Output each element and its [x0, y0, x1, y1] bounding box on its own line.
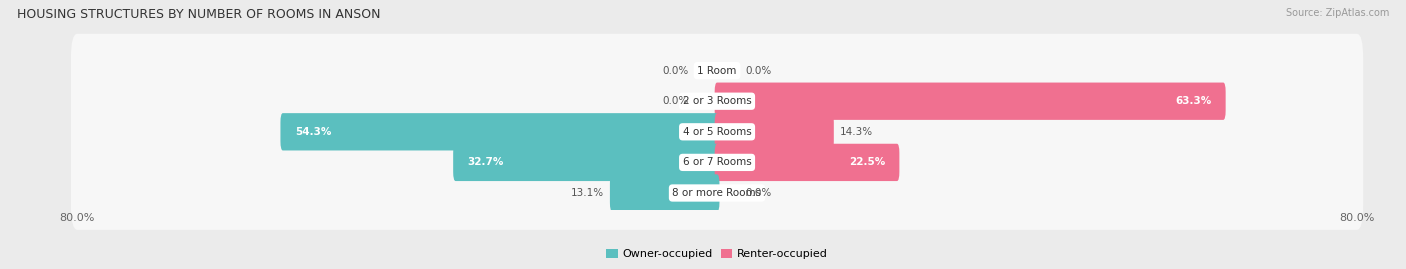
FancyBboxPatch shape — [70, 34, 1364, 108]
Text: 6 or 7 Rooms: 6 or 7 Rooms — [683, 157, 751, 167]
FancyBboxPatch shape — [714, 144, 900, 181]
Text: 2 or 3 Rooms: 2 or 3 Rooms — [683, 96, 751, 106]
FancyBboxPatch shape — [70, 64, 1364, 138]
Text: HOUSING STRUCTURES BY NUMBER OF ROOMS IN ANSON: HOUSING STRUCTURES BY NUMBER OF ROOMS IN… — [17, 8, 381, 21]
Text: 4 or 5 Rooms: 4 or 5 Rooms — [683, 127, 751, 137]
FancyBboxPatch shape — [453, 144, 720, 181]
Text: 63.3%: 63.3% — [1175, 96, 1211, 106]
Text: 1 Room: 1 Room — [697, 66, 737, 76]
Text: 54.3%: 54.3% — [295, 127, 332, 137]
Text: 8 or more Rooms: 8 or more Rooms — [672, 188, 762, 198]
FancyBboxPatch shape — [714, 113, 834, 150]
Text: 32.7%: 32.7% — [468, 157, 503, 167]
FancyBboxPatch shape — [610, 174, 720, 212]
Text: 14.3%: 14.3% — [839, 127, 873, 137]
Text: 0.0%: 0.0% — [745, 66, 772, 76]
FancyBboxPatch shape — [70, 126, 1364, 199]
FancyBboxPatch shape — [714, 83, 1226, 120]
Text: Source: ZipAtlas.com: Source: ZipAtlas.com — [1285, 8, 1389, 18]
Text: 13.1%: 13.1% — [571, 188, 605, 198]
Legend: Owner-occupied, Renter-occupied: Owner-occupied, Renter-occupied — [602, 244, 832, 264]
Text: 22.5%: 22.5% — [849, 157, 884, 167]
FancyBboxPatch shape — [70, 156, 1364, 230]
FancyBboxPatch shape — [280, 113, 720, 150]
Text: 0.0%: 0.0% — [662, 66, 689, 76]
Text: 0.0%: 0.0% — [745, 188, 772, 198]
Text: 0.0%: 0.0% — [662, 96, 689, 106]
FancyBboxPatch shape — [70, 95, 1364, 169]
